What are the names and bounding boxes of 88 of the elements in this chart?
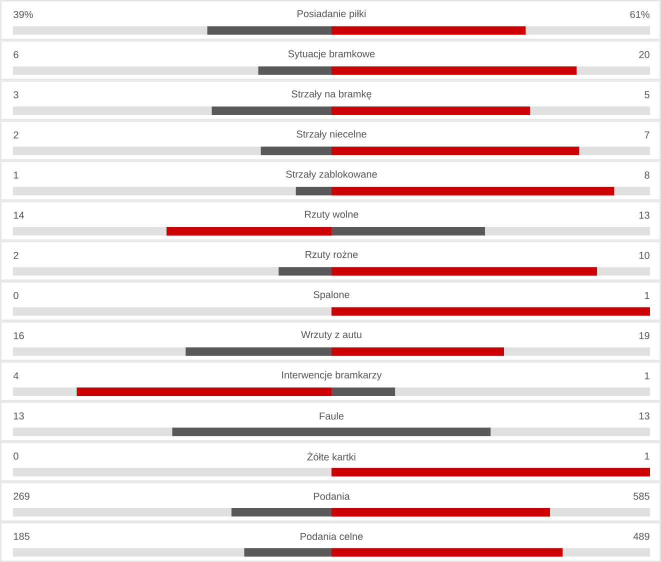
y-tick-label: Podania [314,492,350,500]
y-tick-label: Wrzuty z autu [301,331,362,340]
annotation: 0 [14,292,18,300]
bar [231,508,332,516]
bar [332,468,650,476]
annotation: 269 [14,492,30,500]
bar [550,508,650,516]
bar [260,146,332,156]
y-tick-label: Rzuty rożne [306,250,358,260]
bar [13,267,279,276]
bar [13,226,167,236]
bar [490,428,650,436]
annotation: 3 [14,91,18,98]
annotation: 4 [13,372,18,380]
annotation: 1 [645,372,650,380]
annotation: 20 [639,51,650,58]
bar [562,548,650,557]
annotation: 2 [14,252,18,259]
bar [186,347,332,356]
bar [579,146,650,156]
annotation: 14 [14,212,24,219]
annotation: 13 [14,412,24,420]
bar [332,66,577,75]
annotation: 13 [639,412,650,420]
bar [332,267,598,276]
annotation: 0 [14,452,18,460]
annotation: 10 [639,252,650,259]
y-tick-label: Spalone [314,290,350,300]
bar [13,548,244,557]
bar [332,548,563,557]
bar [13,388,77,396]
bar [576,66,650,75]
bar [395,388,650,396]
y-tick-label: Sytuacje bramkowe [288,50,375,60]
annotation: 489 [633,532,650,540]
bar [332,307,650,316]
bar [614,186,650,196]
annotation: 13 [639,212,650,219]
bar [526,26,650,35]
annotation: 5 [644,91,650,98]
bar [13,307,332,316]
annotation: 1 [14,172,18,179]
bar [278,267,332,276]
y-tick-label: Strzały niecelne [296,130,366,140]
bar [13,428,172,436]
bar [485,226,650,236]
y-tick-label: Żółte kartki [307,452,356,460]
y-tick-label: Interwencje bramkarzy [282,371,382,380]
bar [13,508,232,516]
bar [296,186,332,196]
bar [212,106,332,116]
bar [13,66,258,75]
y-tick-label: Faule [320,412,344,420]
y-tick-label: Rzuty wolne [305,210,358,220]
bar [530,106,650,116]
bar [332,186,614,196]
bar [13,106,212,116]
bar [504,347,650,356]
annotation: 16 [14,332,24,340]
annotation: 61% [630,10,650,18]
bar [207,26,332,35]
bar [332,508,550,516]
bar [332,347,504,356]
bar [13,347,186,356]
annotation: 585 [634,492,650,500]
y-tick-label: Posiadanie piłki [298,10,366,20]
bar [13,186,296,196]
annotation: 185 [14,532,30,540]
annotation: 1 [645,292,650,299]
annotation: 6 [14,51,18,58]
y-tick-label: Strzały zablokowane [286,170,377,180]
y-tick-label: Podania celne [300,532,363,540]
annotation: 8 [644,172,650,179]
bar [258,66,332,75]
annotation: 2 [14,131,18,138]
bar [13,146,261,156]
bar [244,548,332,557]
y-tick-label: Strzały na bramkę [292,90,372,100]
annotation: 7 [644,131,650,138]
bar [332,106,530,116]
bar [13,26,208,35]
annotation: 39% [14,10,33,18]
bar [13,468,332,476]
bar [332,146,580,156]
annotation: 1 [645,452,650,460]
bar [597,267,650,276]
annotation: 19 [639,332,650,340]
bar [332,26,526,35]
